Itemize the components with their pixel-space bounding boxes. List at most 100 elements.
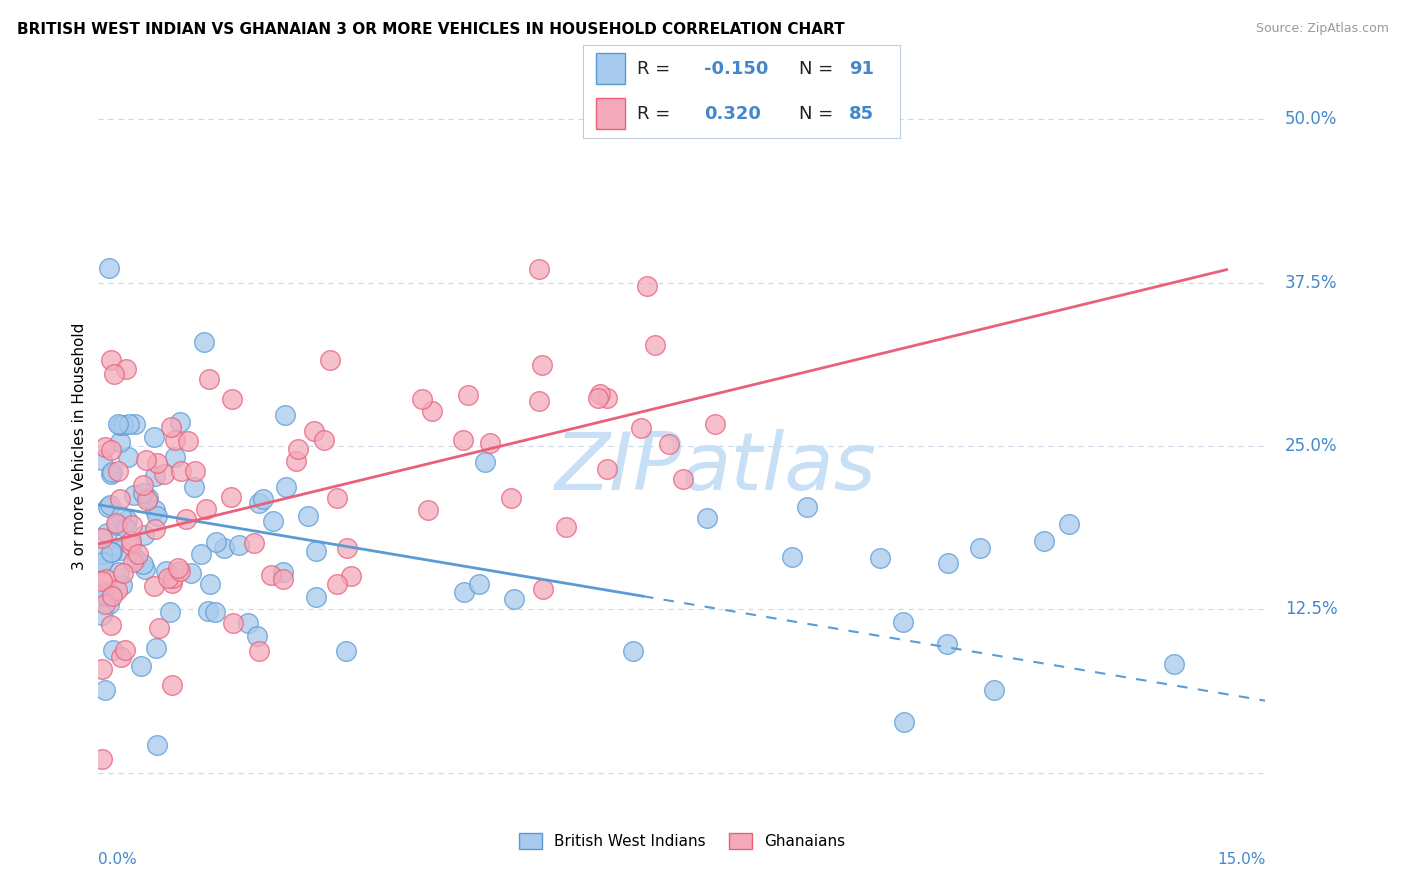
Point: [167, 561, 190, 575]
Text: N =: N =: [799, 60, 832, 78]
Point: [260, 567, 283, 582]
Point: [297, 508, 319, 523]
Point: [148, 621, 170, 635]
Point: [152, 467, 174, 482]
Point: [107, 417, 129, 431]
Point: [177, 434, 200, 449]
Text: R =: R =: [637, 105, 671, 123]
Point: [170, 464, 193, 478]
Point: [194, 502, 217, 516]
Point: [531, 359, 554, 373]
Point: [108, 565, 131, 579]
Point: [416, 503, 439, 517]
Point: [983, 682, 1005, 697]
Point: [198, 576, 221, 591]
FancyBboxPatch shape: [596, 53, 624, 84]
Point: [271, 572, 294, 586]
Point: [103, 367, 125, 381]
Point: [596, 462, 619, 476]
Point: [91, 608, 114, 623]
Point: [796, 500, 818, 514]
Point: [136, 493, 159, 508]
Point: [671, 472, 693, 486]
Text: 91: 91: [849, 60, 875, 78]
Point: [287, 442, 309, 457]
Point: [936, 637, 959, 651]
Point: [221, 392, 243, 406]
Point: [162, 576, 184, 591]
Point: [165, 450, 187, 464]
Point: [122, 555, 145, 569]
Text: 37.5%: 37.5%: [1285, 274, 1337, 292]
Point: [212, 541, 235, 555]
Point: [305, 543, 328, 558]
Point: [420, 404, 443, 418]
Point: [110, 650, 132, 665]
Point: [169, 415, 191, 429]
Point: [111, 566, 134, 580]
Point: [335, 644, 357, 658]
Point: [117, 450, 139, 465]
Point: [115, 513, 138, 527]
Point: [91, 547, 114, 561]
Point: [132, 557, 155, 571]
Point: [457, 388, 479, 402]
Point: [193, 335, 215, 350]
Point: [124, 417, 146, 432]
Point: [169, 564, 191, 578]
Point: [132, 528, 155, 542]
Point: [236, 616, 259, 631]
Point: [228, 538, 250, 552]
Point: [100, 545, 122, 559]
Point: [869, 551, 891, 566]
Point: [190, 547, 212, 561]
Text: 25.0%: 25.0%: [1285, 437, 1337, 455]
Point: [132, 478, 155, 492]
Point: [274, 409, 297, 423]
Point: [100, 352, 122, 367]
Point: [1057, 516, 1080, 531]
Point: [247, 644, 270, 658]
Text: 85: 85: [849, 105, 875, 123]
Point: [91, 752, 114, 766]
Point: [451, 433, 474, 447]
Point: [115, 520, 138, 534]
Point: [938, 556, 960, 570]
Point: [891, 615, 914, 629]
Point: [94, 683, 117, 698]
Point: [325, 576, 347, 591]
Text: -0.150: -0.150: [704, 60, 768, 78]
Point: [274, 480, 297, 494]
Point: [204, 605, 226, 619]
Text: atlas: atlas: [682, 429, 877, 507]
Point: [120, 538, 142, 552]
Point: [129, 659, 152, 673]
Point: [105, 517, 128, 532]
Point: [595, 391, 617, 405]
Point: [100, 442, 122, 457]
Point: [479, 436, 502, 450]
Point: [122, 488, 145, 502]
Point: [780, 550, 803, 565]
Point: [91, 453, 114, 467]
Point: [336, 541, 359, 556]
FancyBboxPatch shape: [596, 98, 624, 129]
Point: [127, 547, 149, 561]
Point: [468, 577, 491, 591]
Point: [174, 512, 197, 526]
Point: [125, 551, 148, 566]
Point: [183, 464, 205, 478]
Point: [305, 590, 328, 604]
Text: N =: N =: [799, 105, 832, 123]
Point: [145, 738, 167, 752]
Point: [474, 455, 496, 469]
Text: 50.0%: 50.0%: [1285, 111, 1337, 128]
Point: [91, 531, 114, 545]
Text: Source: ZipAtlas.com: Source: ZipAtlas.com: [1256, 22, 1389, 36]
Legend: British West Indians, Ghanaians: British West Indians, Ghanaians: [513, 827, 851, 855]
Point: [658, 436, 681, 450]
Point: [204, 534, 226, 549]
Point: [644, 338, 666, 352]
Point: [145, 522, 167, 536]
Point: [502, 592, 524, 607]
